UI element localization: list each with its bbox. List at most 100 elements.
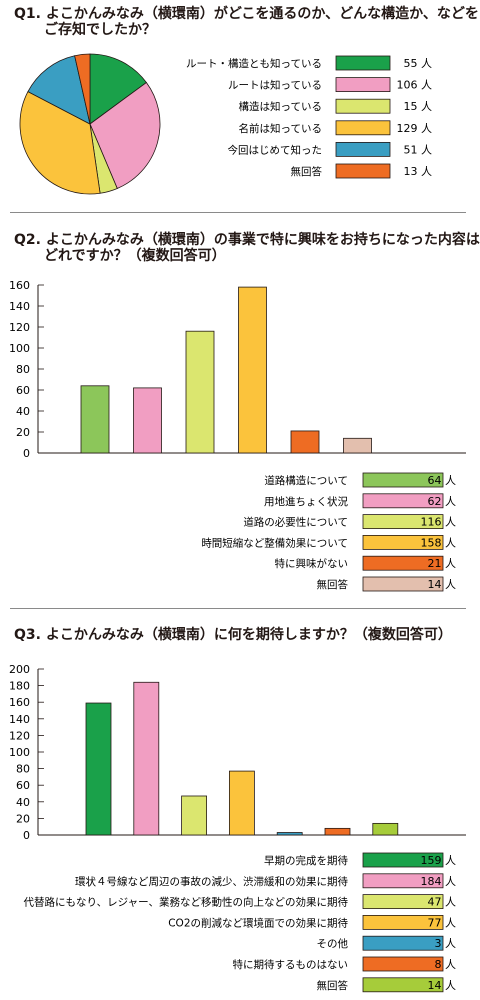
- legend-swatch: [362, 514, 444, 529]
- legend-swatch: [335, 98, 391, 114]
- y-tick-label: 120: [9, 729, 30, 742]
- legend-swatch: [362, 977, 444, 993]
- legend-swatch: [362, 956, 444, 972]
- y-tick-label: 60: [16, 384, 30, 397]
- legend-label: 環状４号線など周辺の事故の減少、渋滞緩和の効果に期待: [75, 875, 348, 888]
- bar: [185, 330, 215, 454]
- y-tick-label: 0: [23, 447, 30, 460]
- legend-swatch: [362, 873, 444, 889]
- legend-swatch: [362, 472, 444, 488]
- bar: [80, 385, 110, 454]
- legend-value: 62 人: [428, 495, 457, 508]
- bar: [276, 832, 303, 836]
- legend-label: 時間短縮など整備効果について: [201, 536, 348, 549]
- legend-swatch: [362, 935, 444, 951]
- legend-label: 無回答: [291, 165, 323, 178]
- legend-swatch: [335, 141, 391, 157]
- legend-swatch: [362, 894, 444, 909]
- pie-slice: [74, 53, 91, 125]
- bar: [372, 822, 399, 836]
- bar: [343, 437, 372, 454]
- y-tick-label: 120: [9, 321, 30, 334]
- legend-label: 代替路にもなり、レジャー、業務など移動性の向上などの効果に期待: [24, 896, 349, 909]
- legend-label: CO2の削減など環境面での効果に期待: [168, 916, 348, 929]
- legend-value: 158 人: [421, 536, 457, 549]
- y-tick-label: 100: [9, 746, 30, 759]
- legend-value: 13 人: [404, 165, 433, 178]
- q2-title-line2: どれですか？（複数回答可）: [44, 248, 226, 264]
- q2-title-line1: Q2. よこかんみなみ（横環南）の事業で特に興味をお持ちになった内容は: [14, 232, 480, 248]
- q2-title: Q2. よこかんみなみ（横環南）の事業で特に興味をお持ちになった内容は どれです…: [14, 232, 480, 264]
- q1-title-line2: ご存知でしたか？: [44, 22, 156, 38]
- legend-value: 129 人: [397, 122, 433, 135]
- legend-value: 64 人: [428, 474, 457, 487]
- pie-slice: [19, 91, 101, 195]
- legend-value: 77 人: [428, 916, 457, 929]
- y-tick-label: 60: [16, 779, 30, 792]
- q1-title-line1: Q1. よこかんみなみ（横環南）がどこを通るのか、どんな構造か、などを: [14, 6, 479, 22]
- legend-label: 構造は知っている: [239, 100, 322, 113]
- bar: [228, 770, 255, 836]
- y-tick-label: 200: [9, 663, 30, 676]
- y-tick-label: 20: [16, 426, 30, 439]
- bar: [324, 827, 351, 836]
- legend-label: 特に興味がない: [275, 557, 349, 570]
- pie-slice: [27, 55, 91, 125]
- y-tick-label: 40: [16, 405, 30, 418]
- legend-swatch: [362, 915, 444, 930]
- legend-label: ルートは知っている: [228, 79, 322, 92]
- y-tick-label: 160: [9, 279, 30, 292]
- y-tick-label: 180: [9, 680, 30, 693]
- legend-swatch: [362, 576, 444, 592]
- legend-label: 道路の必要性について: [243, 516, 348, 529]
- separator-2: [10, 608, 466, 609]
- q3-title: Q3. よこかんみなみ（横環南）に何を期待しますか？（複数回答可）: [14, 627, 452, 643]
- y-tick-label: 80: [16, 763, 30, 776]
- legend-swatch: [335, 55, 391, 71]
- y-tick-label: 140: [9, 300, 30, 313]
- bar: [85, 702, 112, 836]
- y-tick-label: 80: [16, 363, 30, 376]
- legend-swatch: [335, 77, 391, 92]
- legend-value: 51 人: [404, 143, 433, 156]
- y-tick-label: 100: [9, 342, 30, 355]
- legend-swatch: [362, 535, 444, 550]
- legend-label: その他: [317, 937, 349, 950]
- legend-swatch: [335, 120, 391, 136]
- y-tick-label: 160: [9, 696, 30, 709]
- legend-value: 106 人: [397, 79, 433, 92]
- legend-label: 今回はじめて知った: [228, 143, 323, 156]
- legend-value: 14 人: [428, 578, 457, 591]
- legend-value: 3 人: [435, 937, 457, 950]
- legend-label: 早期の完成を期待: [264, 854, 348, 867]
- legend-label: 道路構造について: [264, 474, 348, 487]
- bar: [238, 286, 267, 454]
- legend-swatch: [335, 163, 391, 179]
- legend-swatch: [362, 493, 444, 509]
- legend-label: 用地進ちょく状況: [264, 495, 348, 508]
- legend-label: 名前は知っている: [239, 122, 322, 135]
- bar: [133, 387, 162, 454]
- y-tick-label: 140: [9, 713, 30, 726]
- pie-slice: [89, 53, 147, 125]
- y-tick-label: 40: [16, 796, 30, 809]
- legend-value: 55 人: [404, 57, 433, 70]
- separator-1: [10, 212, 466, 213]
- legend-label: 無回答: [317, 578, 349, 591]
- legend-value: 8 人: [435, 958, 457, 971]
- legend-value: 21 人: [428, 557, 457, 570]
- q2-bar-chart: 0 20 40 60 80 100 120 140 160 道路構造について 64 人用地進ちょく状…: [9, 279, 466, 592]
- legend-value: 15 人: [404, 100, 433, 113]
- bar: [290, 430, 320, 454]
- bar: [181, 795, 208, 836]
- legend-value: 47 人: [428, 896, 457, 909]
- legend-swatch: [362, 555, 444, 571]
- legend-value: 184 人: [421, 875, 457, 888]
- y-tick-label: 0: [23, 829, 30, 842]
- legend-value: 159 人: [421, 854, 457, 867]
- pie-slice: [89, 81, 161, 189]
- q3-title-line1: Q3. よこかんみなみ（横環南）に何を期待しますか？（複数回答可）: [14, 627, 452, 643]
- legend-label: 無回答: [317, 979, 349, 992]
